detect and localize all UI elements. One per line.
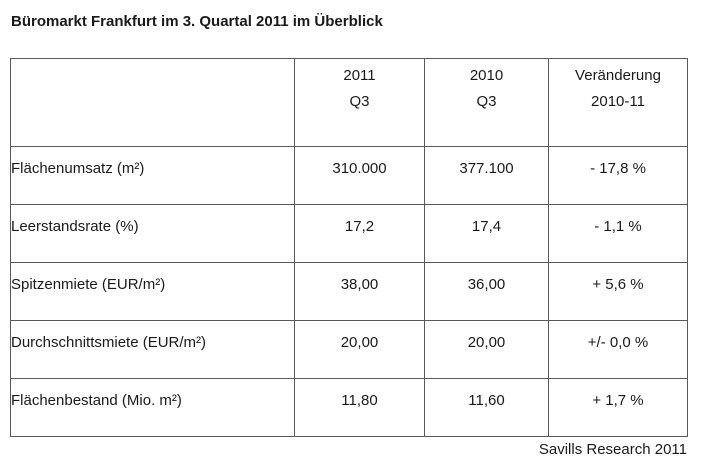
table-row: Flächenumsatz (m²) 310.000 377.100- 17,8 % — [10, 146, 688, 205]
column-header-2010-q3: 2010 Q3 — [424, 58, 549, 147]
table-row: Leerstandsrate (%) 17,2 17,4- 1,1 % — [10, 204, 688, 263]
table-corner-cell — [10, 58, 295, 147]
value-2010-q3: 20,00 — [424, 320, 549, 379]
table-header-row: 2011 Q3 2010 Q3 Veränderung 2010-11 — [10, 58, 688, 147]
column-header-change-line2: 2010-11 — [591, 93, 645, 110]
column-header-quarter: Q3 — [349, 93, 370, 110]
column-header-year: 2011 — [343, 67, 376, 84]
value-2010-q3: 17,4 — [424, 204, 549, 263]
value-2011-q3: 310.000 — [294, 146, 425, 205]
page: Büromarkt Frankfurt im 3. Quartal 2011 i… — [10, 13, 688, 458]
column-header-2011-q3: 2011 Q3 — [294, 58, 425, 147]
value-change: +/- 0,0 % — [548, 320, 688, 379]
value-change: - 1,1 % — [548, 204, 688, 263]
page-title: Büromarkt Frankfurt im 3. Quartal 2011 i… — [11, 13, 383, 30]
metric-label: Flächenumsatz (m²) — [10, 146, 295, 205]
column-header-quarter: Q3 — [476, 93, 497, 110]
value-change: + 5,6 % — [548, 262, 688, 321]
value-2011-q3: 20,00 — [294, 320, 425, 379]
value-2011-q3: 38,00 — [294, 262, 425, 321]
metric-label: Flächenbestand (Mio. m²) — [10, 378, 295, 437]
source-credit: Savills Research 2011 — [538, 441, 687, 458]
value-2010-q3: 11,60 — [424, 378, 549, 437]
column-header-change: Veränderung 2010-11 — [548, 58, 688, 147]
value-change: + 1,7 % — [548, 378, 688, 437]
value-2010-q3: 36,00 — [424, 262, 549, 321]
metric-label: Spitzenmiete (EUR/m²) — [10, 262, 295, 321]
value-2011-q3: 17,2 — [294, 204, 425, 263]
metric-label: Durchschnittsmiete (EUR/m²) — [10, 320, 295, 379]
column-header-change-line1: Veränderung — [575, 67, 661, 84]
value-2010-q3: 377.100 — [424, 146, 549, 205]
table-row: Flächenbestand (Mio. m²) 11,80 11,60 + 1,7 … — [10, 378, 688, 437]
value-change: - 17,8 % — [548, 146, 688, 205]
overview-table: 2011 Q3 2010 Q3 Veränderung 2010-11 Fläc… — [10, 58, 688, 437]
table-row: Durchschnittsmiete (EUR/m²) 20,00 20,00 +/-… — [10, 320, 688, 379]
table-row: Spitzenmiete (EUR/m²) 38,00 36,00 + 5,6 % — [10, 262, 688, 321]
column-header-year: 2010 — [469, 67, 504, 84]
value-2011-q3: 11,80 — [294, 378, 425, 437]
metric-label: Leerstandsrate (%) — [10, 204, 295, 263]
